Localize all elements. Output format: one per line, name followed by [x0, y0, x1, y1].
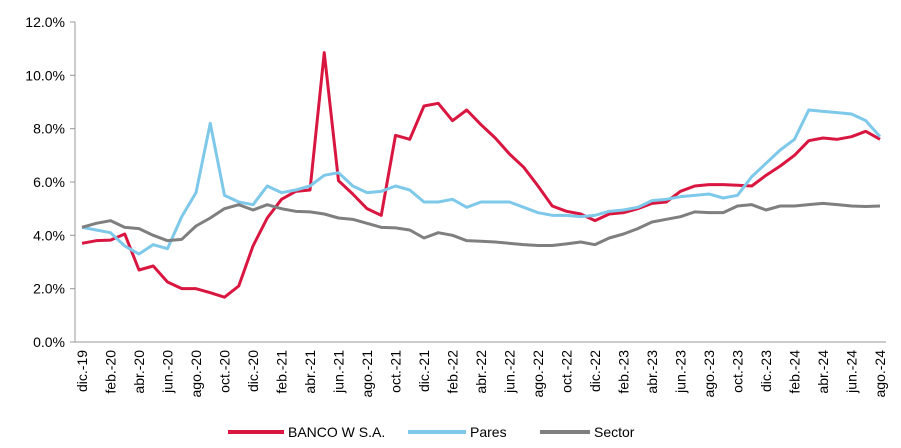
x-tick-label: ago.-21 [359, 350, 375, 398]
x-tick-label: feb.-24 [787, 350, 803, 394]
x-tick-label: dic.-21 [416, 350, 432, 392]
x-tick-label: abr.-20 [131, 350, 147, 394]
y-tick-label: 6.0% [33, 174, 65, 190]
x-tick-label: abr.-23 [644, 350, 660, 394]
x-tick-label: ago.-20 [188, 350, 204, 398]
x-tick-label: ago.-24 [872, 350, 888, 398]
x-tick-label: dic.-23 [758, 350, 774, 392]
y-tick-label: 4.0% [33, 227, 65, 243]
x-tick-label: ago.-22 [530, 350, 546, 398]
x-tick-label: oct.-21 [388, 350, 404, 393]
x-tick-label: jun.-24 [844, 350, 860, 394]
x-tick-label: jun.-20 [160, 350, 176, 394]
x-tick-label: ago.-23 [701, 350, 717, 398]
x-tick-label: abr.-24 [815, 350, 831, 394]
x-tick-label: feb.-21 [274, 350, 290, 394]
x-tick-label: oct.-22 [559, 350, 575, 393]
x-tick-label: jun.-21 [331, 350, 347, 394]
series-line [81, 108, 882, 256]
x-tick-label: feb.-23 [616, 350, 632, 394]
legend-label: Pares [470, 424, 507, 440]
x-tick-label: abr.-21 [302, 350, 318, 394]
x-tick-label: oct.-23 [730, 350, 746, 393]
legend-label: BANCO W S.A. [288, 424, 385, 440]
series-line [81, 51, 881, 299]
legend-label: Sector [594, 424, 635, 440]
y-tick-label: 10.0% [25, 67, 65, 83]
x-tick-label: dic.-20 [245, 350, 261, 392]
y-tick-label: 2.0% [33, 281, 65, 297]
x-tick-label: jun.-23 [673, 350, 689, 394]
x-tick-label: feb.-20 [103, 350, 119, 394]
x-tick-label: jun.-22 [502, 350, 518, 394]
series-line [81, 201, 881, 247]
x-tick-label: feb.-22 [445, 350, 461, 394]
x-tick-label: oct.-20 [217, 350, 233, 393]
x-tick-label: abr.-22 [473, 350, 489, 394]
y-tick-label: 12.0% [25, 14, 65, 30]
y-tick-label: 8.0% [33, 121, 65, 137]
x-tick-label: dic.-22 [587, 350, 603, 392]
y-tick-label: 0.0% [33, 334, 65, 350]
x-tick-label: dic.-19 [74, 350, 90, 392]
